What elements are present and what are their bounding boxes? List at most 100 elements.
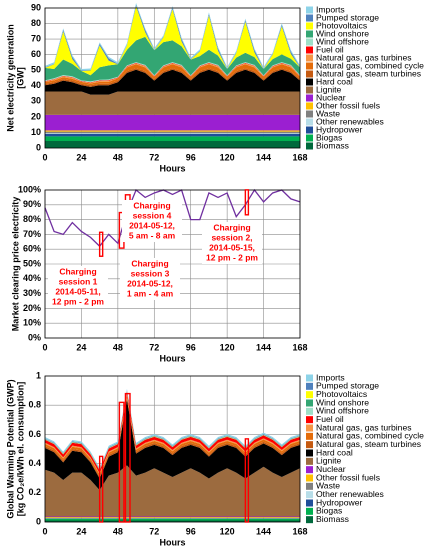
legend-swatch	[306, 110, 313, 118]
legend-label: Other fossil fuels	[316, 472, 380, 482]
x-tick-label: 120	[220, 526, 235, 536]
x-tick-label: 168	[292, 342, 307, 352]
legend-label: Nuclear	[316, 464, 346, 474]
legend-swatch	[306, 86, 313, 94]
annotation: Charging	[133, 200, 170, 210]
legend-swatch	[306, 516, 313, 524]
legend-swatch	[306, 6, 313, 14]
annotation: 12 pm - 2 pm	[52, 296, 104, 306]
legend-swatch	[306, 22, 313, 30]
y-axis-label: Global Warming Potential (GWP)	[5, 379, 15, 518]
legend-swatch	[306, 142, 313, 150]
legend-swatch	[306, 416, 313, 424]
annotation: Charging	[59, 266, 96, 276]
legend-label: Hard coal	[316, 447, 353, 457]
x-tick-label: 48	[113, 526, 123, 536]
annotation: Charging	[131, 258, 168, 268]
y-tick-label: 50	[31, 65, 41, 75]
legend-swatch	[306, 474, 313, 482]
area	[45, 114, 300, 131]
y-tick-label: 10	[31, 127, 41, 137]
x-tick-label: 96	[186, 152, 196, 162]
legend-swatch	[306, 499, 313, 507]
legend-label: Wind onshore	[316, 397, 369, 407]
x-tick-label: 144	[256, 152, 271, 162]
legend-swatch	[306, 134, 313, 142]
legend-label: Hard coal	[316, 76, 353, 86]
legend-swatch	[306, 382, 313, 390]
legend-swatch	[306, 38, 313, 46]
charging-session-box	[124, 392, 131, 523]
marks	[44, 188, 301, 248]
legend-label: Fuel oil	[316, 44, 344, 54]
annotation-bg	[48, 266, 108, 308]
x-tick-label: 72	[149, 152, 159, 162]
area	[45, 518, 300, 521]
legend-swatch	[306, 30, 313, 38]
y-tick-label: 90%	[23, 199, 41, 209]
x-tick-label: 48	[113, 342, 123, 352]
legend-swatch	[306, 46, 313, 54]
legend-swatch	[306, 432, 313, 440]
legend-label: Other fossil fuels	[316, 100, 380, 110]
x-tick-label: 96	[186, 342, 196, 352]
annotation: 12 pm - 2 pm	[206, 252, 258, 262]
legend-swatch	[306, 126, 313, 134]
x-tick-label: 24	[76, 526, 86, 536]
y-tick-label: 100%	[18, 184, 41, 194]
area	[45, 64, 300, 86]
x-tick-label: 48	[113, 152, 123, 162]
plot-border	[44, 189, 301, 339]
x-axis-label: Hours	[159, 537, 185, 547]
annotation: 5 am - 8 am	[129, 230, 176, 240]
y-tick-label: 60	[31, 49, 41, 59]
annotation: 2014-05-12,	[129, 220, 175, 230]
y-tick-label: 40%	[23, 273, 41, 283]
y-tick-label: 30%	[23, 288, 41, 298]
x-tick-label: 24	[76, 152, 86, 162]
annotation: session 4	[133, 210, 172, 220]
x-tick-label: 96	[186, 526, 196, 536]
legend-label: Wind offshore	[316, 36, 369, 46]
legend-label: Pumped storage	[316, 381, 379, 391]
legend-label: Fuel oil	[316, 414, 344, 424]
x-tick-label: 72	[149, 526, 159, 536]
legend-label: Other renewables	[316, 489, 384, 499]
area	[45, 516, 300, 518]
y-tick-label: 0%	[28, 332, 41, 342]
legend-label: Biomass	[316, 514, 349, 524]
legend-label: Photovoltaics	[316, 389, 367, 399]
legend-label: Natural gas, combined cycle	[316, 60, 424, 70]
area	[45, 517, 300, 519]
legend-label: Waste	[316, 481, 340, 491]
y-tick-label: 80%	[23, 214, 41, 224]
legend-swatch	[306, 102, 313, 110]
x-tick-label: 72	[149, 342, 159, 352]
y-tick-label: 10%	[23, 318, 41, 328]
area	[45, 517, 300, 518]
legend-label: Biogas	[316, 132, 342, 142]
area	[45, 133, 300, 134]
legend-label: Biomass	[316, 140, 349, 150]
legend-swatch	[306, 407, 313, 415]
x-tick-label: 0	[42, 342, 47, 352]
legend-swatch	[306, 14, 313, 22]
y-tick-label: 60%	[23, 244, 41, 254]
annotation: Charging	[213, 222, 250, 232]
plot-border	[44, 7, 301, 149]
y-axis-label: Net electricity generation	[5, 24, 15, 132]
x-tick-label: 168	[292, 152, 307, 162]
plot-border	[44, 375, 301, 523]
area	[45, 134, 300, 137]
y-axis-label: [kg CO₂e/kWh el. consumption]	[15, 382, 25, 517]
legend-label: Natural gas, steam turbines	[316, 68, 421, 78]
legend-swatch	[306, 391, 313, 399]
y-tick-label: 50%	[23, 258, 41, 268]
legend-swatch	[306, 374, 313, 382]
legend-swatch	[306, 491, 313, 499]
legend-swatch	[306, 399, 313, 407]
y-tick-label: 0	[36, 142, 41, 152]
legend-label: Waste	[316, 108, 340, 118]
y-tick-label: 70	[31, 33, 41, 43]
